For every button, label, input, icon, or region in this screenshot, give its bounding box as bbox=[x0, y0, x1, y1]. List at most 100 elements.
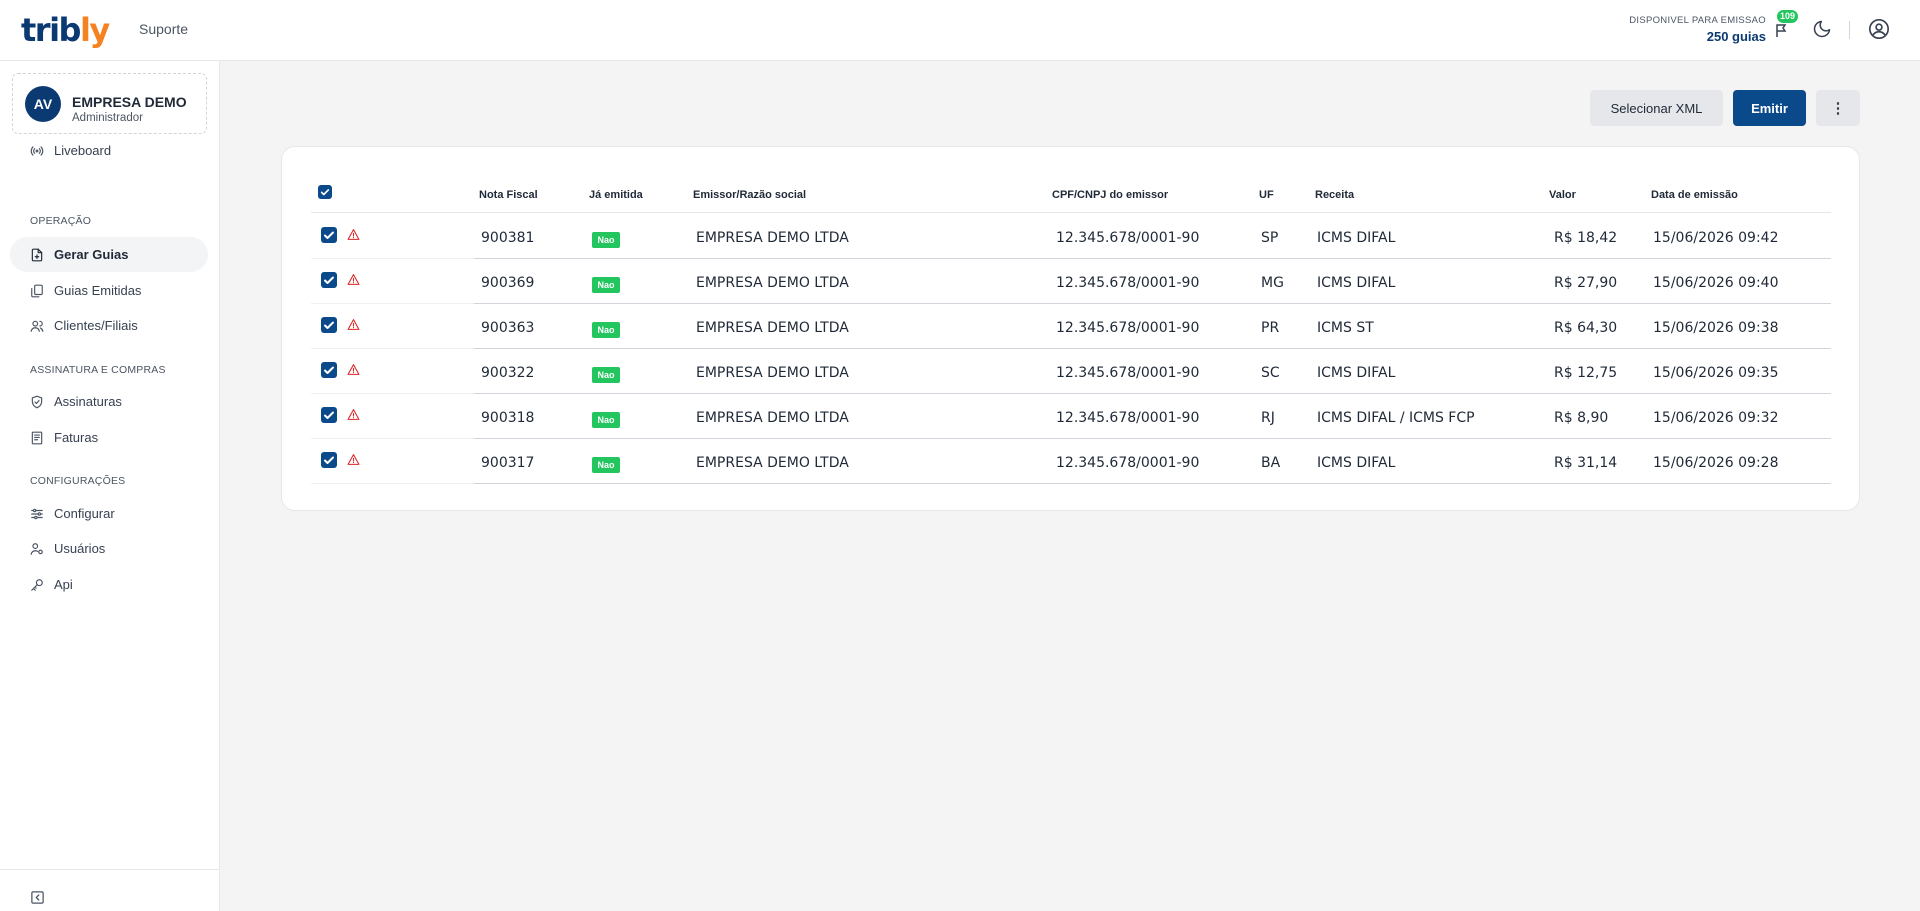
row-divider bbox=[311, 438, 474, 439]
cell-receita: ICMS DIFAL bbox=[1317, 230, 1396, 246]
row-checkbox[interactable] bbox=[321, 407, 337, 423]
sidebar: AV EMPRESA DEMO Administrador Liveboard … bbox=[0, 61, 220, 911]
user-account-icon[interactable] bbox=[1868, 18, 1890, 40]
check-icon bbox=[320, 189, 330, 196]
cell-receita: ICMS ST bbox=[1317, 320, 1374, 336]
cell-uf: SP bbox=[1261, 230, 1279, 246]
cell-nf: 900317 bbox=[481, 455, 535, 471]
cell-receita: ICMS DIFAL bbox=[1317, 275, 1396, 291]
row-checkbox[interactable] bbox=[321, 452, 337, 468]
available-label: DISPONIVEL PARA EMISSAO bbox=[1629, 15, 1766, 26]
sidebar-item-assinaturas[interactable]: Assinaturas bbox=[10, 384, 208, 419]
users-icon bbox=[30, 320, 44, 332]
table-header-divider bbox=[311, 212, 1831, 213]
sidebar-item-faturas[interactable]: Faturas bbox=[10, 420, 208, 455]
cell-valor: R$ 64,30 bbox=[1554, 320, 1618, 336]
status-badge: Nao bbox=[592, 277, 620, 293]
row-checkbox[interactable] bbox=[321, 317, 337, 333]
cell-data: 15/06/2026 09:35 bbox=[1653, 365, 1779, 381]
notifications-button[interactable]: 109 bbox=[1772, 10, 1799, 40]
row-divider bbox=[311, 303, 474, 304]
cell-nf: 900322 bbox=[481, 365, 535, 381]
row-checkbox[interactable] bbox=[321, 272, 337, 288]
cell-emissor: EMPRESA DEMO LTDA bbox=[696, 320, 849, 336]
top-bar: tribly Suporte DISPONIVEL PARA EMISSAO 2… bbox=[0, 0, 1920, 61]
sidebar-item-label: Faturas bbox=[54, 430, 99, 445]
status-badge: Nao bbox=[592, 232, 620, 248]
cell-cnpj: 12.345.678/0001-90 bbox=[1056, 365, 1200, 381]
row-checkbox[interactable] bbox=[321, 227, 337, 243]
cell-nf: 900363 bbox=[481, 320, 535, 336]
sidebar-item-label: Api bbox=[54, 577, 73, 592]
select-all-checkbox[interactable] bbox=[318, 185, 332, 199]
cell-valor: R$ 12,75 bbox=[1554, 365, 1618, 381]
section-configuracoes: CONFIGURAÇÕES bbox=[30, 475, 126, 487]
emit-button[interactable]: Emitir bbox=[1733, 90, 1806, 126]
cell-emissor: EMPRESA DEMO LTDA bbox=[696, 410, 849, 426]
notification-badge: 109 bbox=[1777, 10, 1799, 23]
sidebar-item-usuarios[interactable]: Usuários bbox=[10, 531, 208, 566]
column-header-data-emissao[interactable]: Data de emissão bbox=[1651, 189, 1738, 201]
sidebar-item-gerar-guias[interactable]: Gerar Guias bbox=[10, 237, 208, 272]
documents-icon bbox=[31, 284, 43, 298]
tribly-logo[interactable]: tribly bbox=[21, 11, 110, 49]
cell-uf: MG bbox=[1261, 275, 1284, 291]
column-header-receita[interactable]: Receita bbox=[1315, 189, 1355, 201]
company-card[interactable]: AV EMPRESA DEMO Administrador bbox=[12, 73, 207, 134]
sidebar-item-liveboard[interactable]: Liveboard bbox=[10, 133, 208, 168]
check-icon bbox=[324, 456, 334, 464]
cell-cnpj: 12.345.678/0001-90 bbox=[1056, 230, 1200, 246]
warning-icon[interactable] bbox=[347, 318, 360, 331]
row-checkbox[interactable] bbox=[321, 362, 337, 378]
cell-emissor: EMPRESA DEMO LTDA bbox=[696, 365, 849, 381]
cell-emissor: EMPRESA DEMO LTDA bbox=[696, 455, 849, 471]
check-icon bbox=[324, 411, 334, 419]
select-xml-button[interactable]: Selecionar XML bbox=[1590, 90, 1723, 126]
logo-text: trib bbox=[21, 11, 81, 49]
sidebar-item-label: Gerar Guias bbox=[54, 247, 129, 262]
sidebar-item-label: Assinaturas bbox=[54, 394, 122, 409]
sidebar-item-configurar[interactable]: Configurar bbox=[10, 496, 208, 531]
check-icon bbox=[324, 276, 334, 284]
column-header-uf[interactable]: UF bbox=[1259, 189, 1274, 201]
column-header-cnpj[interactable]: CPF/CNPJ do emissor bbox=[1052, 189, 1169, 201]
status-badge: Nao bbox=[592, 367, 620, 383]
sidebar-item-label: Liveboard bbox=[54, 143, 112, 158]
row-divider bbox=[311, 393, 474, 394]
file-add-icon bbox=[31, 248, 43, 262]
sidebar-item-guias-emitidas[interactable]: Guias Emitidas bbox=[10, 273, 208, 308]
section-assinatura: ASSINATURA E COMPRAS bbox=[30, 364, 166, 376]
sidebar-item-clientes[interactable]: Clientes/Filiais bbox=[10, 308, 208, 343]
key-icon bbox=[31, 579, 43, 591]
collapse-sidebar-icon[interactable] bbox=[30, 890, 45, 905]
sidebar-item-label: Configurar bbox=[54, 506, 115, 521]
row-divider bbox=[474, 348, 1831, 349]
sidebar-item-label: Clientes/Filiais bbox=[54, 318, 138, 333]
company-role: Administrador bbox=[72, 112, 143, 124]
sidebar-item-api[interactable]: Api bbox=[10, 567, 208, 602]
cell-uf: RJ bbox=[1261, 410, 1275, 426]
cell-emissor: EMPRESA DEMO LTDA bbox=[696, 230, 849, 246]
warning-icon[interactable] bbox=[347, 453, 360, 466]
cell-data: 15/06/2026 09:38 bbox=[1653, 320, 1779, 336]
warning-icon[interactable] bbox=[347, 273, 360, 286]
dark-mode-moon-icon[interactable] bbox=[1812, 19, 1832, 39]
shield-check-icon bbox=[31, 395, 43, 409]
warning-icon[interactable] bbox=[347, 228, 360, 241]
cell-receita: ICMS DIFAL bbox=[1317, 455, 1396, 471]
cell-nf: 900381 bbox=[481, 230, 535, 246]
status-badge: Nao bbox=[592, 457, 620, 473]
cell-uf: PR bbox=[1261, 320, 1280, 336]
cell-data: 15/06/2026 09:28 bbox=[1653, 455, 1779, 471]
column-header-ja-emitida[interactable]: Já emitida bbox=[589, 189, 643, 201]
column-header-valor[interactable]: Valor bbox=[1549, 189, 1576, 201]
column-header-emissor[interactable]: Emissor/Razão social bbox=[693, 189, 807, 201]
support-link[interactable]: Suporte bbox=[139, 21, 189, 37]
column-header-nota-fiscal[interactable]: Nota Fiscal bbox=[479, 189, 538, 201]
cell-cnpj: 12.345.678/0001-90 bbox=[1056, 455, 1200, 471]
more-options-button[interactable]: ⋮ bbox=[1816, 90, 1860, 126]
cell-valor: R$ 8,90 bbox=[1554, 410, 1609, 426]
warning-icon[interactable] bbox=[347, 363, 360, 376]
sidebar-item-label: Guias Emitidas bbox=[54, 283, 142, 298]
warning-icon[interactable] bbox=[347, 408, 360, 421]
